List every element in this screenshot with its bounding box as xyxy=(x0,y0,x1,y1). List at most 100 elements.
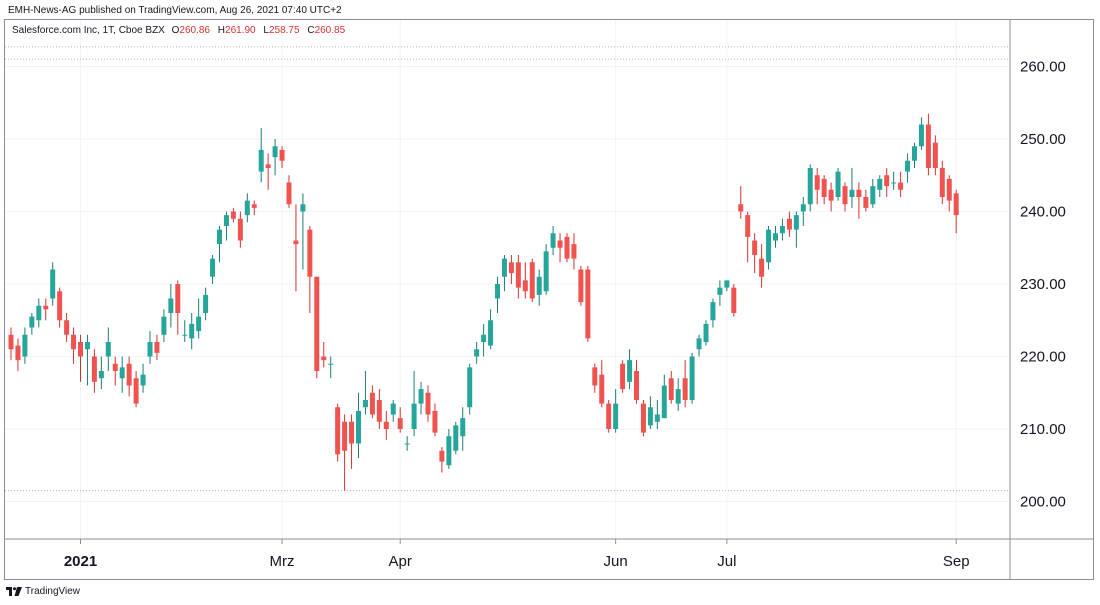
candle-down xyxy=(731,287,737,313)
candle-down xyxy=(529,262,535,299)
candle-up xyxy=(891,182,897,184)
candle-down xyxy=(585,269,591,339)
candle-up xyxy=(467,367,473,408)
candle-down xyxy=(953,193,959,216)
candle-down xyxy=(640,403,646,433)
open-value: O260.86 xyxy=(171,25,210,36)
x-tick-label: Mrz xyxy=(270,553,295,570)
candle-down xyxy=(578,269,584,303)
candle-up xyxy=(182,334,188,336)
footer-brand[interactable]: TradingView xyxy=(6,586,80,597)
candle-up xyxy=(161,316,167,335)
candle-down xyxy=(828,189,834,201)
candle-up xyxy=(912,146,917,161)
tradingview-logo-icon xyxy=(6,586,22,596)
candle-up xyxy=(217,229,222,245)
candle-down xyxy=(786,218,792,230)
candle-up xyxy=(807,168,813,205)
candle-up xyxy=(356,410,361,444)
candle-down xyxy=(759,258,765,277)
candle-down xyxy=(425,392,431,415)
candle-down xyxy=(814,175,820,190)
y-tick-label: 210.00 xyxy=(1020,421,1066,438)
candle-down xyxy=(557,240,563,248)
chart-legend: Salesforce.com Inc, 1T, Cboe BZX O260.86… xyxy=(12,25,350,36)
candle-down xyxy=(321,356,327,361)
high-value: H261.90 xyxy=(217,25,256,36)
candle-down xyxy=(606,403,612,429)
candle-up xyxy=(29,316,35,328)
candle-down xyxy=(251,204,257,208)
candle-down xyxy=(842,186,848,205)
candle-up xyxy=(710,302,716,321)
candle-up xyxy=(404,443,410,445)
candle-down xyxy=(126,363,132,386)
candle-down xyxy=(515,262,521,288)
candle-down xyxy=(752,240,758,255)
candle-down xyxy=(112,363,118,371)
x-tick-label: Jun xyxy=(604,553,628,570)
candle-down xyxy=(821,178,827,197)
candle-up xyxy=(418,389,424,404)
candle-up xyxy=(244,200,250,216)
candle-down xyxy=(439,450,445,462)
candle-down xyxy=(369,392,375,415)
candle-up xyxy=(654,414,660,422)
candle-up xyxy=(877,178,883,190)
candle-up xyxy=(481,334,487,342)
candle-down xyxy=(15,345,21,361)
candle-down xyxy=(91,356,97,382)
candle-down xyxy=(342,421,348,451)
candle-up xyxy=(905,160,911,172)
candle-up xyxy=(918,124,924,147)
candle-up xyxy=(411,403,417,429)
candle-up xyxy=(36,305,42,321)
candle-down xyxy=(43,305,49,310)
candle-down xyxy=(571,244,577,259)
candle-up xyxy=(140,374,146,386)
candle-down xyxy=(863,197,869,208)
candle-up xyxy=(488,320,494,346)
candle-up xyxy=(210,258,216,277)
candle-down xyxy=(286,182,292,205)
candle-up xyxy=(390,403,396,415)
candle-down xyxy=(884,175,890,187)
chart-panel xyxy=(4,19,1094,580)
candle-up xyxy=(550,233,556,248)
candle-down xyxy=(71,334,77,350)
candle-down xyxy=(599,374,605,404)
candle-up xyxy=(460,418,466,437)
y-tick-label: 200.00 xyxy=(1020,494,1066,511)
candle-down xyxy=(946,178,952,201)
candle-up xyxy=(696,338,702,350)
candle-up xyxy=(849,189,855,197)
candle-down xyxy=(78,342,83,357)
candle-down xyxy=(175,284,181,313)
candle-up xyxy=(773,233,778,241)
candle-down xyxy=(522,280,528,292)
candle-down xyxy=(745,215,751,237)
candle-up xyxy=(800,204,806,212)
y-tick-label: 240.00 xyxy=(1020,204,1066,221)
candle-up xyxy=(168,298,174,313)
candle-up xyxy=(119,367,125,379)
candle-up xyxy=(147,342,153,357)
candle-down xyxy=(237,218,243,241)
candle-up xyxy=(258,149,264,172)
candle-up xyxy=(300,204,306,212)
candle-down xyxy=(376,400,382,422)
y-tick-label: 260.00 xyxy=(1020,59,1066,76)
symbol-label: Salesforce.com Inc, 1T, Cboe BZX xyxy=(12,25,165,36)
candle-down xyxy=(925,124,931,168)
candle-down xyxy=(335,407,341,455)
candle-up xyxy=(647,407,653,426)
candle-down xyxy=(293,240,299,245)
candle-up xyxy=(613,403,619,429)
candle-up xyxy=(446,436,452,466)
candle-up xyxy=(272,146,278,158)
candle-up xyxy=(223,215,229,226)
candle-down xyxy=(154,342,160,353)
candle-up xyxy=(766,229,772,263)
candle-down xyxy=(133,378,139,404)
